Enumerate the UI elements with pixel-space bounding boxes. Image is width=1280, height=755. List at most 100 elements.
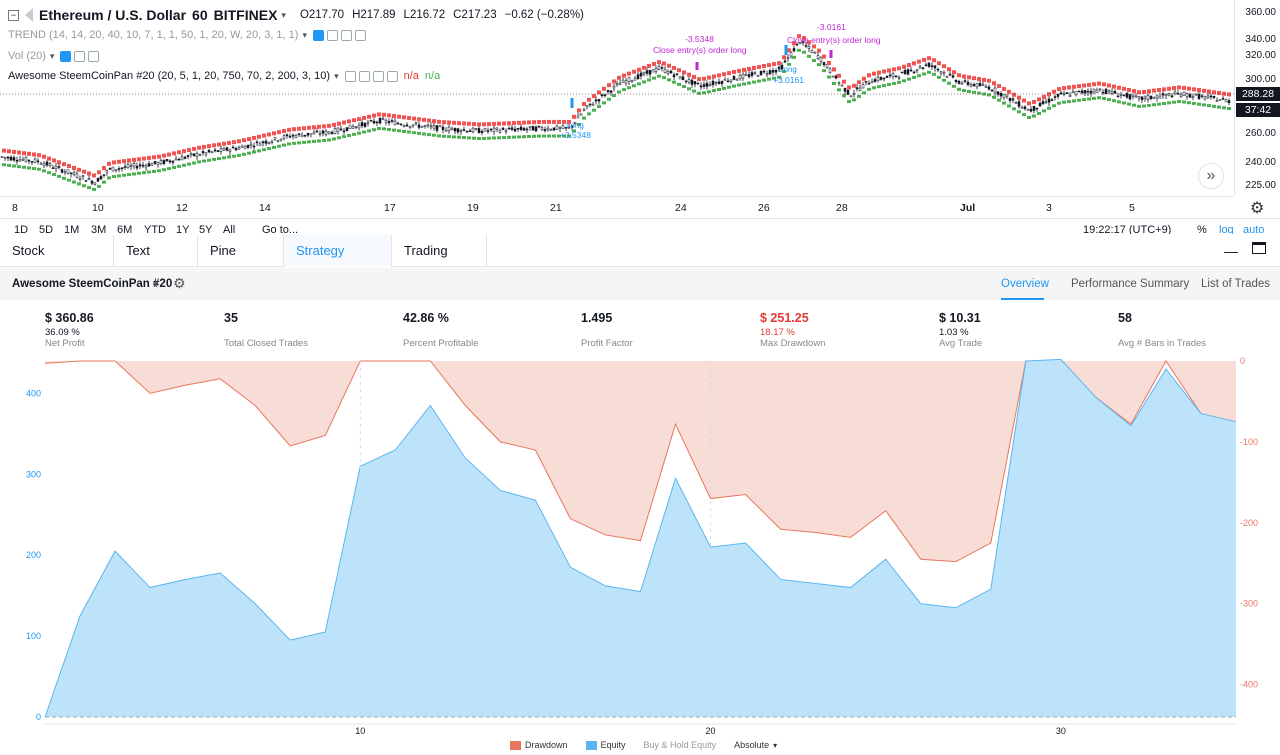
- candle-body: [1002, 94, 1006, 98]
- candle-body: [996, 91, 1000, 95]
- legend-item-drawdown[interactable]: Drawdown: [510, 740, 568, 750]
- tab-text-notes[interactable]: Text Notes: [114, 235, 198, 289]
- band-marker: [867, 73, 871, 78]
- candle-body: [630, 80, 634, 82]
- tab-list-of-trades[interactable]: List of Trades: [1201, 278, 1271, 290]
- price-chart-canvas[interactable]: [0, 0, 1234, 196]
- tab-overview[interactable]: Overview: [1001, 278, 1049, 290]
- band-marker: [492, 121, 496, 126]
- indicator-legend-trend[interactable]: TREND (14, 14, 20, 40, 10, 7, 1, 1, 50, …: [8, 29, 366, 41]
- candle-body: [129, 165, 133, 167]
- visibility-icon[interactable]: [344, 70, 356, 82]
- goto-button[interactable]: Go to...: [262, 224, 299, 234]
- chevron-down-icon[interactable]: ▾: [49, 50, 55, 61]
- band-marker: [932, 58, 936, 63]
- equity-chart[interactable]: 0 100 200 300 400 0 -100 -200 -300 -400 10 20 30 Dra…: [0, 355, 1280, 755]
- clock[interactable]: 19:22:17 (UTC+9): [1083, 224, 1172, 234]
- visibility-icon[interactable]: [312, 29, 324, 41]
- candle-body: [480, 130, 484, 134]
- band-marker: [582, 101, 586, 106]
- band-marker: [822, 69, 826, 73]
- indicator-label[interactable]: Awesome SteemCoinPan #20 (20, 5, 1, 20, …: [8, 70, 331, 82]
- band-marker: [1122, 86, 1126, 91]
- range-1m[interactable]: 1M: [64, 224, 80, 234]
- scroll-to-realtime-button[interactable]: »: [1198, 163, 1224, 189]
- range-1d[interactable]: 1D: [14, 224, 29, 234]
- band-marker: [262, 148, 266, 152]
- range-1y[interactable]: 1Y: [176, 224, 190, 234]
- price-axis[interactable]: 360.00 340.00 320.00 300.00 260.00 240.0…: [1234, 0, 1280, 195]
- time-tick: 24: [675, 202, 687, 214]
- right-axis-tick: 0: [1240, 356, 1245, 366]
- gear-icon[interactable]: ⚙: [173, 275, 186, 291]
- band-marker: [212, 143, 216, 148]
- flag-icon[interactable]: [25, 8, 33, 22]
- chevron-down-icon[interactable]: ▾: [153, 279, 158, 289]
- indicator-label[interactable]: TREND (14, 14, 20, 40, 10, 7, 1, 1, 50, …: [8, 29, 299, 41]
- log-toggle[interactable]: log: [1219, 224, 1234, 234]
- tab-pine-editor[interactable]: Pine Editor: [198, 235, 284, 289]
- percent-toggle[interactable]: %: [1197, 224, 1207, 234]
- band-marker: [587, 112, 591, 116]
- settings-icon[interactable]: [74, 50, 86, 62]
- collapse-icon[interactable]: −: [8, 9, 19, 21]
- range-3m[interactable]: 3M: [91, 224, 107, 234]
- band-marker: [502, 121, 506, 126]
- absolute-dropdown[interactable]: Absolute ▾: [734, 740, 777, 750]
- candle-body: [1074, 91, 1078, 95]
- band-marker: [622, 88, 626, 92]
- candle-body: [828, 68, 832, 73]
- range-5d[interactable]: 5D: [39, 224, 54, 234]
- legend-item-equity[interactable]: Equity: [585, 740, 626, 750]
- band-marker: [317, 124, 321, 129]
- range-5y[interactable]: 5Y: [199, 224, 213, 234]
- close-icon[interactable]: [88, 50, 100, 62]
- equity-chart-canvas[interactable]: 0 100 200 300 400 0 -100 -200 -300 -400 10 20 30: [0, 355, 1280, 755]
- candle-body: [1011, 98, 1015, 101]
- indicator-legend-strategy[interactable]: Awesome SteemCoinPan #20 (20, 5, 1, 20, …: [8, 70, 440, 82]
- tab-performance-summary[interactable]: Performance Summary: [1071, 278, 1190, 290]
- candle-body: [777, 66, 781, 70]
- band-marker: [47, 171, 51, 175]
- range-6m[interactable]: 6M: [117, 224, 133, 234]
- candle-body: [99, 176, 103, 180]
- settings-icon[interactable]: [326, 29, 338, 41]
- candle-body: [990, 89, 994, 92]
- maximize-icon[interactable]: [1252, 242, 1266, 254]
- candle-body: [165, 159, 169, 162]
- band-marker: [622, 73, 626, 78]
- legend-item-buy-hold[interactable]: Buy & Hold Equity: [644, 740, 717, 750]
- close-icon[interactable]: [386, 70, 398, 82]
- range-all[interactable]: All: [223, 224, 236, 234]
- tab-stock-screener[interactable]: Stock Screener▾: [0, 235, 114, 289]
- equity-line: [44, 358, 1237, 718]
- band-marker: [702, 91, 706, 95]
- source-code-icon[interactable]: [340, 29, 352, 41]
- gear-icon[interactable]: ⚙: [1250, 200, 1265, 217]
- band-marker: [387, 113, 391, 118]
- candle-body: [483, 128, 487, 132]
- auto-toggle[interactable]: auto: [1243, 224, 1265, 234]
- tab-strategy-tester[interactable]: Strategy Tester: [284, 235, 392, 289]
- strategy-name[interactable]: Awesome SteemCoinPan #20: [12, 278, 173, 290]
- metric-profit-factor: 1.495 Profit Factor: [581, 311, 633, 349]
- time-axis[interactable]: 8 10 12 14 17 19 21 24 26 28 Jul 3 5: [0, 196, 1234, 218]
- more-icon[interactable]: [354, 29, 366, 41]
- chevron-down-icon[interactable]: ▾: [302, 29, 307, 40]
- band-marker: [917, 59, 921, 64]
- chevron-down-icon[interactable]: ▾: [334, 70, 339, 81]
- indicator-legend-vol[interactable]: Vol (20) ▾: [8, 50, 100, 62]
- band-marker: [1162, 101, 1166, 105]
- indicator-label[interactable]: Vol (20): [8, 50, 46, 62]
- candle-body: [987, 86, 991, 90]
- minimize-icon[interactable]: —: [1224, 243, 1238, 259]
- settings-icon[interactable]: [358, 70, 370, 82]
- candle-body: [1152, 97, 1156, 100]
- visibility-icon[interactable]: [60, 50, 72, 62]
- price-chart-pane[interactable]: − Ethereum / U.S. Dollar 60 BITFINEX ▾ O…: [0, 0, 1280, 218]
- symbol-title[interactable]: Ethereum / U.S. Dollar: [39, 7, 187, 23]
- source-code-icon[interactable]: [372, 70, 384, 82]
- tab-trading-panel[interactable]: Trading Panel: [392, 235, 487, 289]
- range-ytd[interactable]: YTD: [144, 224, 166, 234]
- chevron-down-icon[interactable]: ▾: [281, 9, 286, 20]
